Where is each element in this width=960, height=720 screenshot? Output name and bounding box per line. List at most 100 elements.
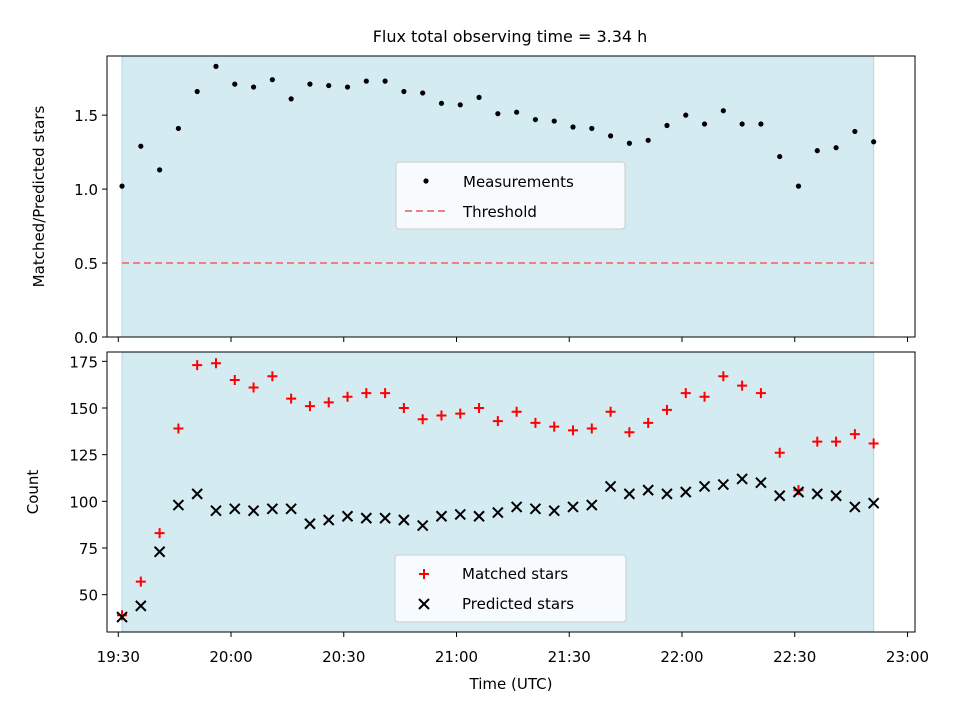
matched-star-point (755, 388, 766, 399)
measurement-point (551, 118, 557, 124)
predicted-star-point (623, 488, 636, 500)
measurement-point (626, 140, 632, 146)
predicted-star-point (604, 480, 617, 493)
predicted-star-point (191, 488, 203, 500)
predicted-star-point (792, 486, 805, 498)
predicted-star-point (285, 503, 297, 515)
predicted-star-point (379, 512, 391, 524)
matched-star-point (530, 417, 541, 428)
matched-star-point (793, 485, 804, 496)
measurement-point (213, 63, 219, 69)
top-panel: 0.0 0.5 1.0 1.5 Matched/Predicted stars Measu… (30, 55, 916, 347)
x-axis-label: Time (UTC) (469, 675, 553, 693)
x-tick-label: 20:00 (209, 648, 252, 666)
predicted-star-point (680, 486, 692, 498)
x-tick-label: 23:00 (886, 648, 929, 666)
legend-label-predicted: Predicted stars (462, 595, 574, 613)
predicted-star-point (661, 488, 673, 500)
matched-star-point (323, 397, 334, 408)
measurement-point (457, 102, 463, 108)
matched-star-point (737, 380, 748, 391)
matched-star-point (624, 427, 635, 438)
y-axis-label: Count (24, 470, 42, 515)
predicted-star-point (849, 501, 861, 513)
measurement-point (814, 148, 820, 154)
predicted-star-point (153, 546, 166, 558)
measurement-point (438, 100, 445, 106)
measurement-point (119, 183, 125, 189)
matched-star-point (492, 416, 503, 427)
matched-star-point (849, 429, 860, 440)
measurement-point (232, 81, 238, 87)
y-tick-label: 50 (79, 587, 98, 605)
matched-star-point (248, 382, 259, 393)
measurement-point (607, 133, 614, 139)
measurement-point (269, 77, 275, 83)
matched-star-point (680, 388, 691, 399)
measurement-point (307, 81, 313, 87)
predicted-star-point (323, 514, 335, 526)
predicted-star-point (172, 499, 185, 511)
predicted-star-point (736, 473, 748, 485)
predicted-star-point (398, 514, 410, 526)
predicted-star-point (867, 497, 880, 509)
predicted-star-point (360, 512, 373, 524)
predicted-star-point (811, 488, 823, 500)
matched-star-point (154, 528, 165, 539)
y-tick-label: 125 (69, 447, 98, 465)
axes-frame (106, 55, 916, 338)
x-tick-label: 19:30 (97, 648, 140, 666)
legend-label-threshold: Threshold (462, 203, 537, 221)
matched-star-point (361, 388, 372, 399)
measurement-point (645, 137, 651, 143)
measurement-point (175, 125, 182, 132)
matched-star-point (380, 388, 391, 399)
matched-star-point (229, 375, 240, 385)
x-tick-label: 21:00 (435, 648, 478, 666)
legend: Matched stars Predicted stars (394, 554, 627, 623)
axes-frame (106, 351, 916, 633)
predicted-star-point (529, 503, 542, 515)
y-tick-label: 100 (69, 493, 98, 511)
legend-measurement-marker (423, 178, 429, 184)
measurement-point (720, 108, 726, 114)
matched-star-point (718, 371, 729, 382)
measurement-point (344, 84, 351, 90)
measurement-point (363, 78, 369, 84)
predicted-star-point (116, 611, 128, 623)
matched-star-point (812, 436, 823, 447)
x-tick-label: 21:30 (548, 648, 591, 666)
measurement-point (420, 90, 426, 96)
predicted-star-point (341, 510, 354, 522)
matched-star-point (455, 408, 466, 419)
matched-star-point (173, 423, 184, 434)
matched-star-point (286, 393, 297, 404)
y-tick-label: 0.0 (74, 329, 98, 347)
measurement-point (664, 122, 670, 129)
predicted-star-point (698, 480, 711, 493)
measurement-point (495, 111, 501, 117)
y-tick-label: 150 (69, 400, 98, 418)
y-tick-label: 0.5 (74, 255, 98, 273)
predicted-star-point (416, 519, 429, 532)
y-tick-label: 1.5 (74, 107, 98, 125)
measurement-point (157, 167, 163, 173)
predicted-star-point (266, 503, 279, 515)
measurement-point (401, 88, 407, 95)
matched-star-point (135, 576, 146, 587)
predicted-star-point (830, 490, 842, 502)
matched-star-point (699, 391, 710, 402)
measurement-point (852, 128, 858, 135)
matched-star-point (831, 436, 842, 447)
measurement-point (288, 96, 294, 102)
predicted-star-point (755, 476, 767, 489)
matched-star-point (267, 371, 278, 382)
measurement-point (138, 143, 144, 149)
predicted-star-point (135, 600, 147, 612)
measurement-point (683, 112, 689, 118)
matched-star-point (192, 360, 203, 371)
x-tick-label: 22:30 (773, 648, 816, 666)
measurement-point (795, 183, 802, 189)
measurement-point (777, 153, 783, 160)
